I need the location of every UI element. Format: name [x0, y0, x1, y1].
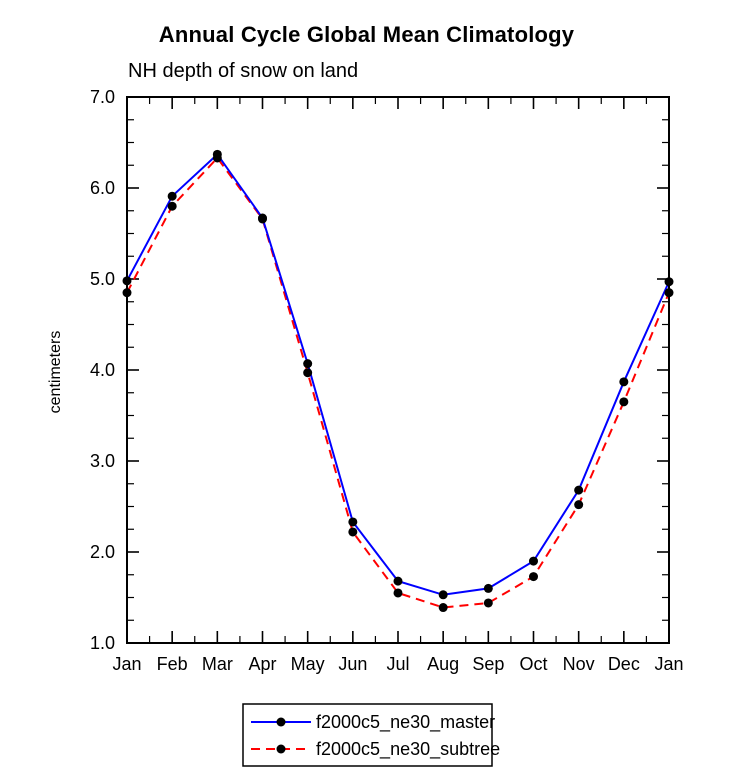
data-point-marker	[122, 276, 132, 286]
data-point-marker	[529, 572, 538, 582]
y-tick-label: 1.0	[90, 633, 115, 653]
x-tick-label: Aug	[427, 654, 459, 674]
data-point-marker	[348, 517, 358, 527]
x-tick-label: Mar	[202, 654, 233, 674]
y-tick-label: 4.0	[90, 360, 115, 380]
x-tick-label: Apr	[248, 654, 276, 674]
y-tick-label: 6.0	[90, 178, 115, 198]
data-point-marker	[258, 213, 267, 223]
x-tick-label: Nov	[563, 654, 595, 674]
series-line-f2000c5_ne30_master	[126, 152, 670, 596]
x-tick-label: May	[291, 654, 325, 674]
chart-title: Annual Cycle Global Mean Climatology	[158, 22, 575, 47]
data-point-marker	[483, 598, 493, 608]
data-point-marker	[438, 590, 448, 600]
y-tick-label: 7.0	[90, 87, 115, 107]
x-tick-label: Jun	[338, 654, 367, 674]
data-point-marker	[393, 576, 403, 586]
x-tick-label: Sep	[472, 654, 504, 674]
data-point-marker	[574, 500, 584, 510]
data-point-marker	[348, 527, 358, 537]
data-point-marker	[664, 277, 674, 287]
data-point-marker	[619, 397, 629, 407]
data-point-marker	[212, 149, 222, 159]
data-point-marker	[529, 556, 538, 566]
plot-frame	[126, 96, 670, 644]
data-point-marker	[303, 368, 313, 378]
x-tick-label: Feb	[157, 654, 188, 674]
x-tick-label: Jul	[386, 654, 409, 674]
x-tick-label: Dec	[608, 654, 640, 674]
data-point-marker	[303, 359, 313, 369]
legend-label: f2000c5_ne30_subtree	[316, 739, 500, 760]
data-point-marker	[122, 288, 132, 298]
legend-label: f2000c5_ne30_master	[316, 712, 495, 733]
data-point-marker	[483, 583, 493, 593]
chart-subtitle: NH depth of snow on land	[128, 60, 359, 82]
x-tick-label: Oct	[519, 654, 547, 674]
data-point-marker	[574, 485, 584, 495]
legend-box	[242, 703, 493, 767]
y-tick-label: 2.0	[90, 542, 115, 562]
y-tick-label: 5.0	[90, 269, 115, 289]
data-point-marker	[167, 201, 177, 211]
legend-sample-marker	[276, 744, 286, 754]
data-point-marker	[664, 288, 674, 298]
x-tick-label: Jan	[654, 654, 683, 674]
series-line-f2000c5_ne30_subtree	[126, 156, 670, 609]
legend-sample-marker	[276, 717, 286, 727]
x-tick-label: Jan	[112, 654, 141, 674]
data-point-marker	[393, 588, 403, 598]
data-point-marker	[167, 191, 177, 201]
data-point-marker	[619, 377, 629, 387]
data-point-marker	[438, 603, 448, 613]
y-tick-label: 3.0	[90, 451, 115, 471]
